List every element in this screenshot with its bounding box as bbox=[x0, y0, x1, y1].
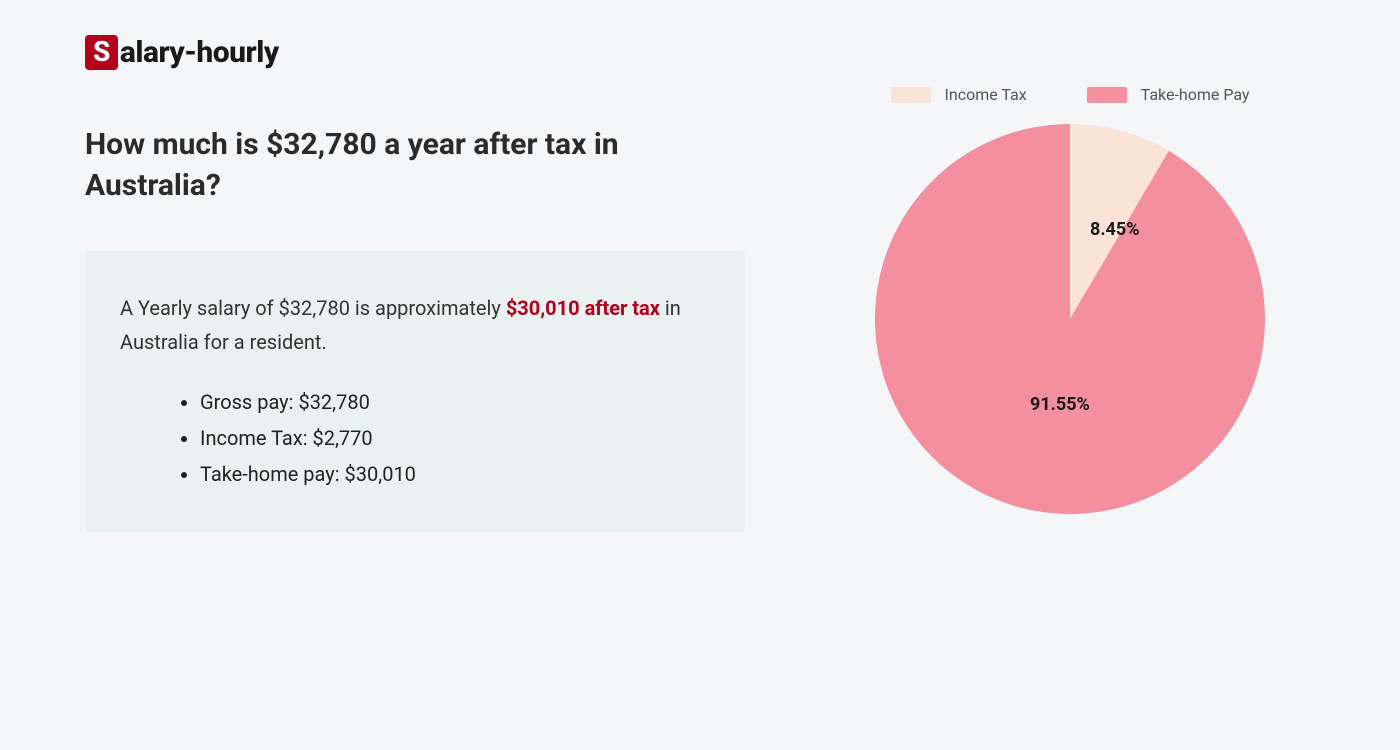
summary-highlight: $30,010 after tax bbox=[506, 296, 660, 320]
legend-swatch bbox=[891, 87, 931, 103]
summary-text: A Yearly salary of $32,780 is approximat… bbox=[120, 291, 710, 359]
legend-label: Take-home Pay bbox=[1141, 85, 1250, 104]
list-item: Take-home pay: $30,010 bbox=[200, 456, 710, 492]
legend-swatch bbox=[1087, 87, 1127, 103]
site-logo: Salary-hourly bbox=[85, 35, 1315, 70]
legend-label: Income Tax bbox=[945, 85, 1027, 104]
legend-item: Income Tax bbox=[891, 85, 1027, 104]
main-content: How much is $32,780 a year after tax in … bbox=[85, 125, 1315, 532]
breakdown-list: Gross pay: $32,780 Income Tax: $2,770 Ta… bbox=[120, 384, 710, 492]
slice-label: 91.55% bbox=[1030, 394, 1090, 415]
summary-box: A Yearly salary of $32,780 is approximat… bbox=[85, 251, 745, 532]
logo-rest: alary-hourly bbox=[120, 35, 279, 70]
left-column: How much is $32,780 a year after tax in … bbox=[85, 125, 745, 532]
chart-legend: Income Tax Take-home Pay bbox=[825, 85, 1315, 104]
slice-label: 8.45% bbox=[1090, 219, 1140, 240]
list-item: Gross pay: $32,780 bbox=[200, 384, 710, 420]
right-column: Income Tax Take-home Pay 8.45% 91.55% bbox=[825, 125, 1315, 532]
legend-item: Take-home Pay bbox=[1087, 85, 1250, 104]
page-title: How much is $32,780 a year after tax in … bbox=[85, 125, 745, 206]
summary-pre: A Yearly salary of $32,780 is approximat… bbox=[120, 296, 506, 320]
list-item: Income Tax: $2,770 bbox=[200, 420, 710, 456]
pie-circle bbox=[875, 124, 1265, 514]
pie-chart: 8.45% 91.55% bbox=[875, 124, 1265, 514]
logo-prefix: S bbox=[85, 35, 118, 70]
